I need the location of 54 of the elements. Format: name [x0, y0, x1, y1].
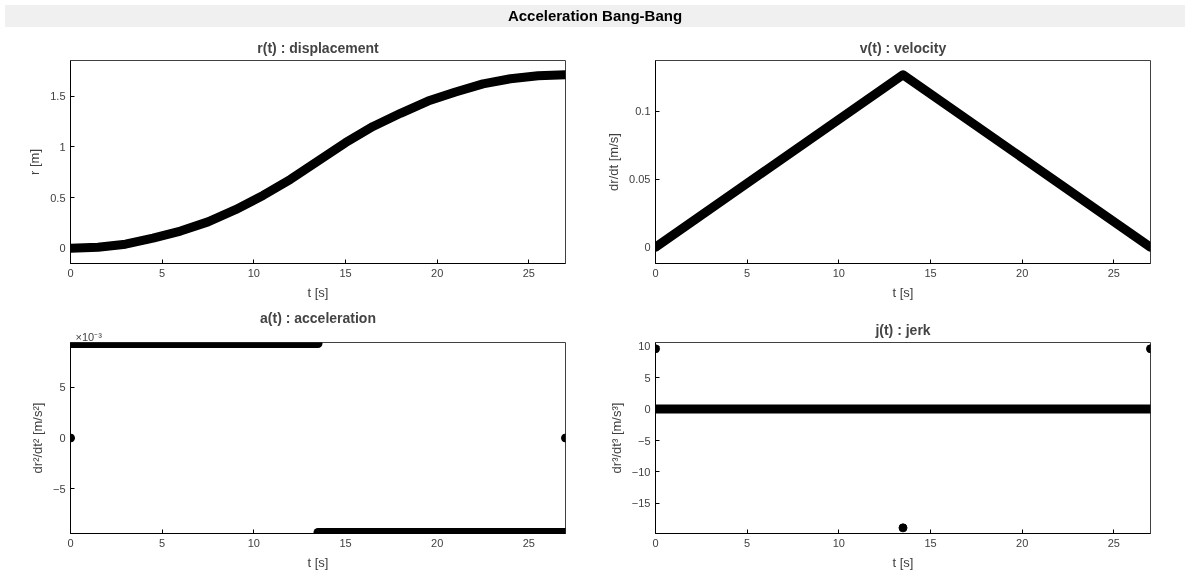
x-tick-label: 20	[1016, 536, 1029, 549]
y-axis-title: dr³/dt³ [m/s³]	[608, 402, 624, 474]
x-tick-label: 10	[832, 266, 845, 279]
y-tick-label: 0.05	[629, 173, 651, 186]
y-tick-label: 5	[59, 381, 66, 394]
x-tick-label: 5	[159, 536, 166, 549]
x-tick-label: 25	[522, 266, 535, 279]
x-tick-label: 10	[832, 536, 845, 549]
x-tick-label: 25	[1107, 536, 1120, 549]
y-tick-label: 1	[59, 140, 66, 153]
x-tick-label: 5	[744, 536, 751, 549]
x-axis-title: t [s]	[892, 284, 914, 300]
y-tick-label: 0	[59, 242, 66, 255]
x-tick-label: 0	[652, 266, 659, 279]
y-tick-label: 0.5	[50, 191, 66, 204]
x-tick-label: 15	[924, 536, 937, 549]
x-tick-label: 10	[247, 536, 260, 549]
y-tick-label: 1.5	[50, 90, 66, 103]
x-tick-label: 5	[744, 266, 751, 279]
x-tick-label: 20	[1016, 266, 1029, 279]
x-tick-label: 15	[339, 536, 352, 549]
x-tick-label: 0	[67, 266, 74, 279]
x-tick-label: 10	[247, 266, 260, 279]
y-axis-title: r [m]	[27, 149, 43, 175]
y-tick-label: 0	[644, 403, 651, 416]
x-tick-label: 0	[652, 536, 659, 549]
y-tick-label: −5	[637, 434, 651, 447]
chart-title: r(t) : displacement	[257, 39, 380, 56]
y-axis-title: dr²/dt² [m/s²]	[29, 402, 45, 474]
y-tick-label: −5	[52, 482, 66, 495]
chart-title: a(t) : acceleration	[260, 309, 376, 326]
x-tick-label: 15	[339, 266, 352, 279]
x-tick-label: 15	[924, 266, 937, 279]
x-axis-title: t [s]	[307, 554, 329, 570]
x-tick-label: 5	[159, 266, 166, 279]
y-tick-label: 0	[644, 241, 651, 254]
y-tick-label: 10	[638, 340, 651, 353]
annotation: ×10⁻³	[75, 330, 103, 343]
y-tick-label: −15	[631, 497, 651, 510]
x-axis-title: t [s]	[307, 284, 329, 300]
y-tick-label: 0	[59, 432, 66, 444]
text: Acceleration Bang-Bang	[507, 6, 683, 26]
x-tick-label: 25	[522, 536, 535, 549]
chart-title: v(t) : velocity	[859, 39, 947, 56]
y-tick-label: 5	[644, 371, 651, 384]
y-tick-label: −10	[631, 465, 651, 478]
x-tick-label: 20	[431, 536, 444, 549]
x-tick-label: 20	[431, 266, 444, 279]
chart-title: j(t) : jerk	[874, 321, 931, 338]
x-tick-label: 25	[1107, 266, 1120, 279]
x-tick-label: 0	[67, 536, 74, 549]
x-axis-title: t [s]	[892, 554, 914, 570]
y-tick-label: 0.1	[635, 105, 651, 118]
y-axis-title: dr/dt [m/s]	[606, 133, 622, 191]
